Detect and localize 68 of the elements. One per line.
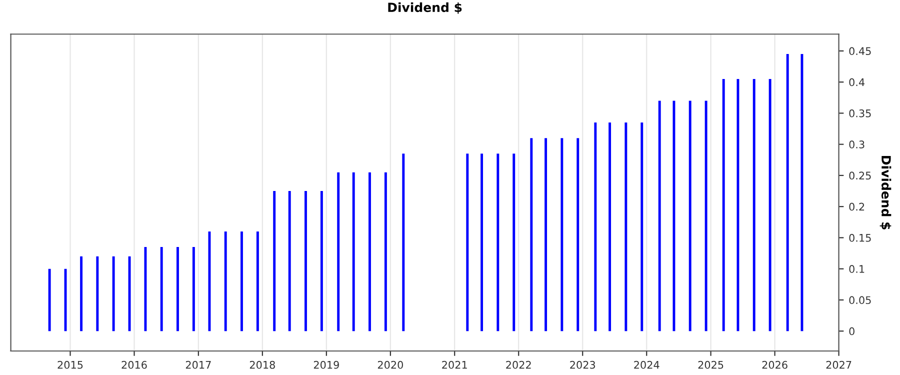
bar [320, 191, 323, 332]
bar [722, 78, 725, 332]
y-tick-label: 0.25 [849, 172, 871, 180]
bar [112, 256, 115, 332]
bar [160, 247, 163, 332]
y-tick-label: 0.1 [849, 265, 864, 273]
x-tick-label: 2017 [186, 360, 211, 369]
bar [208, 231, 211, 332]
bar [192, 247, 195, 332]
bar [608, 122, 612, 332]
bar [688, 100, 692, 332]
bar [480, 154, 484, 332]
y-tick-label: 0.15 [849, 234, 871, 242]
x-tick-label: 2025 [698, 360, 724, 369]
x-tick-label: 2026 [762, 360, 788, 369]
bar [752, 78, 756, 332]
x-tick-label: 2022 [506, 360, 531, 369]
y-tick-label: 0.45 [849, 47, 871, 56]
x-tick-label: 2023 [570, 360, 596, 369]
bar [786, 54, 789, 332]
bar [96, 256, 99, 332]
y-tick-label: 0.4 [849, 78, 865, 86]
x-tick-label: 2024 [634, 360, 660, 369]
bar [736, 78, 740, 332]
bar [544, 138, 548, 332]
bar [304, 191, 307, 332]
bar [368, 172, 371, 332]
bar [496, 154, 500, 332]
bar [240, 231, 243, 332]
bar [402, 154, 405, 332]
bar [800, 54, 804, 332]
x-tick-label: 2021 [442, 360, 467, 369]
bar [672, 100, 676, 332]
x-tick-label: 2016 [122, 360, 147, 369]
y-tick-label: 0 [849, 327, 854, 336]
bar [224, 231, 227, 332]
y-axis-title: Dividend $ [880, 156, 892, 230]
bar [176, 247, 179, 332]
bar [624, 122, 628, 332]
bar [256, 231, 259, 332]
bar [337, 172, 340, 332]
bar [273, 191, 276, 332]
x-tick-label: 2027 [826, 360, 852, 369]
bar [48, 268, 51, 332]
bar [768, 78, 772, 332]
bar [144, 247, 147, 332]
x-tick-label: 2015 [58, 360, 83, 369]
x-tick-label: 2020 [378, 360, 403, 369]
bar [594, 122, 597, 332]
bar [704, 100, 708, 332]
bar [384, 172, 387, 332]
bar [80, 256, 83, 332]
y-tick-label: 0.2 [849, 202, 864, 211]
bar [658, 100, 661, 332]
bar [466, 154, 469, 332]
chart-title: Dividend $ [388, 2, 462, 14]
y-tick-label: 0.35 [849, 109, 871, 118]
bar [560, 138, 564, 332]
bar [640, 122, 644, 332]
x-tick-label: 2018 [250, 360, 275, 369]
x-tick-label: 2019 [314, 360, 339, 369]
bar [288, 191, 291, 332]
bar [530, 138, 533, 332]
bar [576, 138, 580, 332]
bar [512, 154, 516, 332]
bar [352, 172, 355, 332]
y-tick-label: 0.3 [849, 140, 864, 148]
y-tick-label: 0.05 [849, 296, 871, 304]
